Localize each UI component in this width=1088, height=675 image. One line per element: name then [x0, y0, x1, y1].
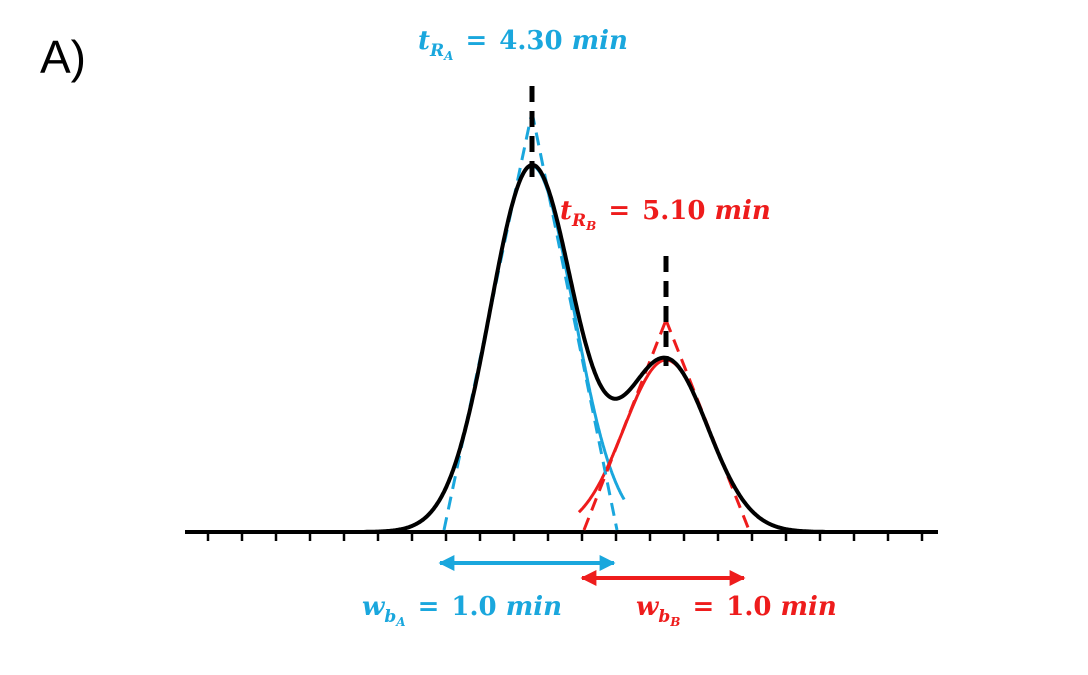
retention-time-a-label: tRA = 4.30 min [418, 26, 628, 63]
base-width-a-label: wbA = 1.0 min [362, 592, 562, 629]
peak-b-tangent-left [582, 319, 668, 531]
peak-b-curve [577, 358, 760, 518]
peak-a-tangent-right [530, 111, 619, 531]
retention-time-b-label: tRB = 5.10 min [560, 196, 771, 233]
base-width-b-label: wbB = 1.0 min [636, 592, 837, 629]
axis-ticks [206, 532, 924, 541]
panel-label: A) [40, 31, 86, 83]
sum-chromatogram-curve [364, 163, 826, 534]
